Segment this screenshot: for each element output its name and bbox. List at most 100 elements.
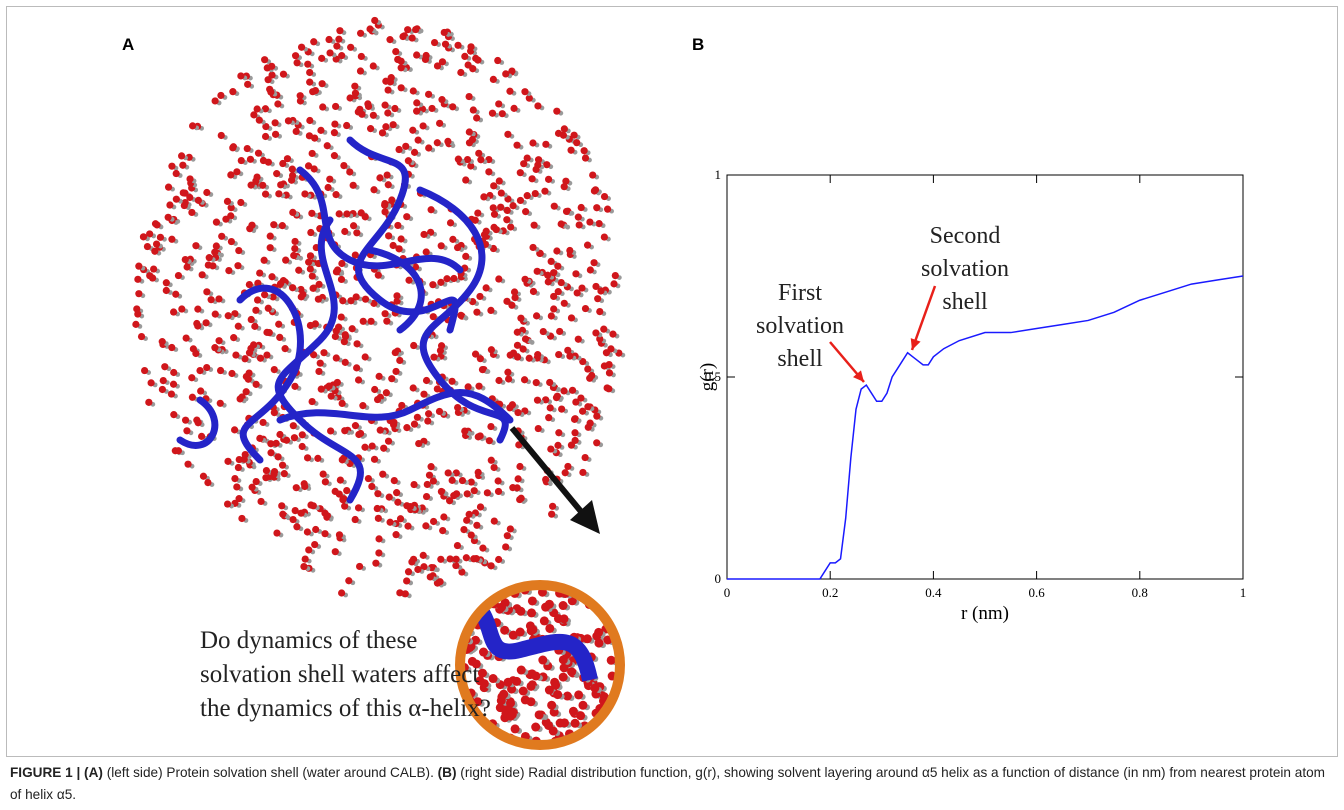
water-o [593,204,601,212]
water-o [215,295,223,303]
water-o [367,317,375,325]
water-o [503,216,511,224]
water-o [476,432,484,440]
water-o [307,228,315,237]
water-o [279,70,288,78]
water-o [515,627,525,637]
water-o [259,181,267,189]
water-o [531,671,541,681]
water-o [179,161,187,169]
water-o [252,306,260,314]
water-o [534,424,542,433]
water-o [514,408,522,417]
water-o [240,455,248,463]
water-o [247,344,255,353]
water-o [364,102,373,111]
water-o [396,589,404,597]
water-o [216,399,224,407]
water-o [480,193,488,201]
water-o [570,131,578,139]
water-o [331,548,339,556]
water-o [510,288,519,296]
water-o [296,97,305,105]
water-o [547,312,555,320]
water-o [497,203,505,211]
annotation-text: solvation [756,313,844,339]
water-o [526,697,536,707]
water-o [552,394,561,402]
water-o [403,577,411,585]
water-o [438,58,447,66]
water-o [318,54,326,62]
caption-run: (right side) Radial distribution functio… [10,765,1325,802]
water-o [531,189,539,198]
water-o [353,340,361,348]
water-o [487,346,496,354]
water-o [177,152,186,160]
water-o [403,213,411,221]
water-o [464,383,472,391]
water-o [425,471,434,479]
water-o [429,313,437,321]
water-o [267,440,275,448]
water-o [560,125,568,133]
water-o [384,86,392,94]
water-o [415,439,423,448]
water-o [462,176,470,184]
water-o [238,514,246,523]
water-o [566,246,574,255]
water-o [299,290,307,299]
water-o [308,149,316,158]
water-o [217,131,225,140]
water-o [534,161,542,169]
y-axis-label: g(r) [697,363,718,391]
water-o [600,192,609,201]
water-o [262,122,270,131]
water-o [325,35,333,44]
water-o [211,310,219,318]
water-o [370,299,378,307]
water-o [579,468,587,477]
water-o [474,468,482,476]
water-o [609,731,618,741]
water-o [514,475,522,483]
water-o [595,733,605,743]
water-o [282,256,290,264]
water-o [574,690,584,700]
water-o [543,161,551,169]
water-o [354,504,363,512]
water-o [590,683,600,693]
water-o [408,558,416,566]
water-o [253,105,261,113]
water-o [141,366,149,375]
water-o [321,530,329,538]
water-o [557,278,565,287]
water-o [536,249,544,257]
water-o [468,135,477,144]
water-o [553,690,563,700]
water-o [550,305,558,313]
water-o [188,393,196,401]
water-o [341,358,349,366]
water-o [327,392,335,400]
water-o [605,385,613,393]
water-o [134,310,142,318]
water-o [510,104,518,112]
protein-ribbon [236,284,304,464]
water-o [553,247,561,255]
water-o [419,551,427,559]
water-o [235,455,243,464]
water-o [245,280,253,289]
water-h [463,727,470,734]
water-o [164,183,173,191]
water-o [393,297,401,305]
water-o [529,139,537,147]
water-o [291,52,300,60]
water-o [218,232,226,240]
water-o [592,282,600,291]
water-o [310,38,318,46]
water-o [295,266,303,274]
water-o [277,279,285,288]
water-o [296,92,304,100]
